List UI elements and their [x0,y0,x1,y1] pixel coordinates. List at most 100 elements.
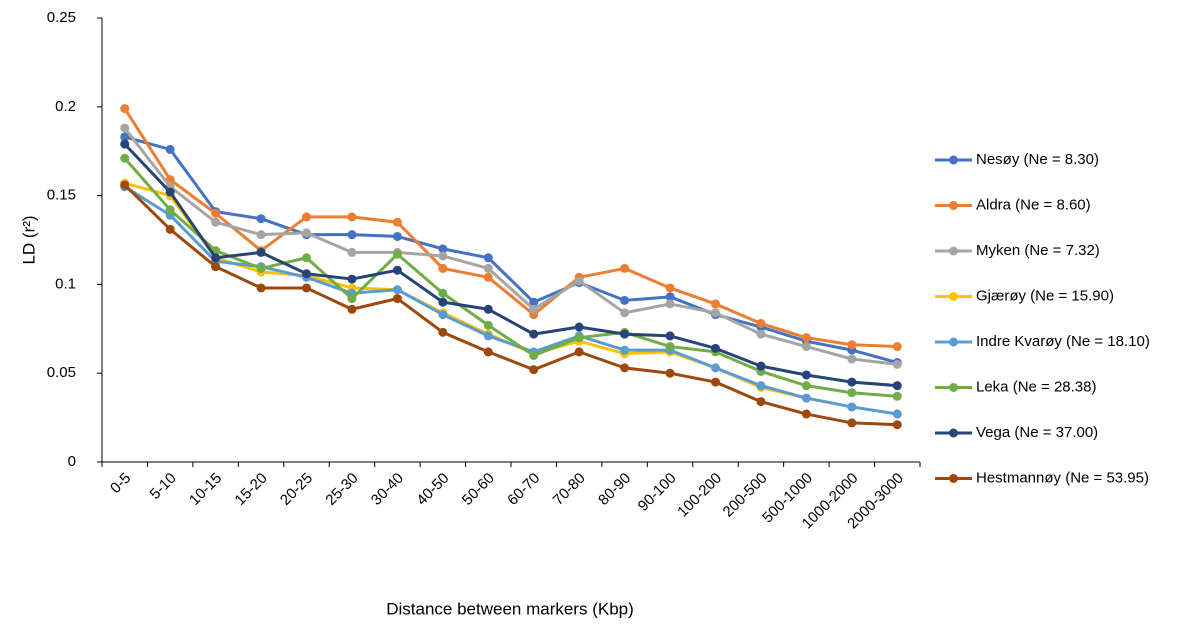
legend-marker [949,337,958,347]
data-point [256,214,266,224]
data-point [756,329,766,339]
data-point [392,217,402,227]
data-point [620,308,630,318]
data-point [438,297,448,307]
data-point [392,249,402,259]
series-line [123,143,898,388]
x-tick-label: 10-15 [186,470,225,509]
data-point [801,381,811,391]
data-point [120,153,130,163]
data-point [665,331,675,341]
series-line [124,181,898,416]
data-point [847,402,857,412]
data-point [711,363,720,373]
y-tick-label: 0.25 [47,9,76,26]
data-point [892,359,902,369]
legend-marker [949,246,958,256]
x-tick-label: 50-60 [459,470,498,509]
data-point [483,263,493,273]
legend-label: Gjærøy (Ne = 15.90) [976,287,1114,304]
data-point [756,381,766,391]
data-point [847,418,857,428]
legend-label: Indre Kvarøy (Ne = 18.10) [976,333,1150,350]
data-point [120,139,130,149]
data-point [165,187,175,197]
data-point [665,368,675,378]
data-point [483,272,493,282]
data-point [347,247,357,257]
data-point [483,304,493,314]
data-point [211,262,221,272]
data-point [256,263,266,273]
data-point [302,253,311,263]
data-point [347,230,357,240]
data-point [574,347,584,357]
data-point [256,247,266,257]
legend-marker [949,474,958,483]
data-point [392,265,402,275]
x-tick-label: 100-200 [674,470,725,521]
data-point [892,342,902,352]
y-axis-title: LD (r²) [19,215,38,264]
legend-marker [949,292,958,301]
data-point [392,285,402,295]
data-point [347,304,357,314]
legend-label: Aldra (Ne = 8.60) [976,196,1091,213]
data-point [801,393,811,403]
series-line [123,107,898,349]
data-point [529,329,539,339]
data-point [165,224,175,234]
legend-marker [949,428,958,438]
data-point [438,251,448,261]
data-point [801,342,811,352]
data-point [347,294,357,304]
data-point [529,350,539,360]
data-point [529,297,539,307]
data-point [483,331,493,341]
data-point [801,370,811,380]
data-point [211,217,221,227]
data-point [392,231,402,241]
data-point [574,276,584,286]
data-point [574,333,584,343]
data-point [302,283,311,293]
x-tick-label: 80-90 [595,470,634,509]
data-point [211,208,221,218]
series-line [123,185,898,416]
x-tick-label: 60-70 [504,470,543,509]
data-point [756,397,766,407]
data-point [256,230,266,240]
series-line [123,157,898,398]
data-point [438,310,448,320]
data-point [665,292,675,302]
series-line [123,183,898,427]
x-tick-label: 5-10 [147,470,180,503]
data-point [756,318,766,328]
data-point [438,244,448,254]
data-point [847,354,857,364]
data-point [847,340,857,350]
data-point [756,361,766,371]
data-point [892,391,902,401]
data-point [483,320,493,330]
data-point [529,365,539,375]
series-line [124,135,898,364]
data-point [529,304,539,314]
data-point [620,263,630,273]
legend-label: Vega (Ne = 37.00) [976,424,1098,441]
x-tick-label: 40-50 [413,470,452,509]
y-tick-label: 0.1 [55,275,76,292]
data-point [620,345,630,355]
legend-marker [949,155,958,165]
x-tick-label: 20-25 [277,470,316,509]
data-point [620,295,630,305]
data-point [892,409,902,419]
data-point [302,269,311,279]
legend-marker [949,383,958,392]
data-point [892,420,902,430]
x-tick-label: 90-100 [635,470,680,515]
data-point [620,363,630,373]
y-tick-label: 0.05 [47,364,76,381]
legend-marker [949,201,958,210]
